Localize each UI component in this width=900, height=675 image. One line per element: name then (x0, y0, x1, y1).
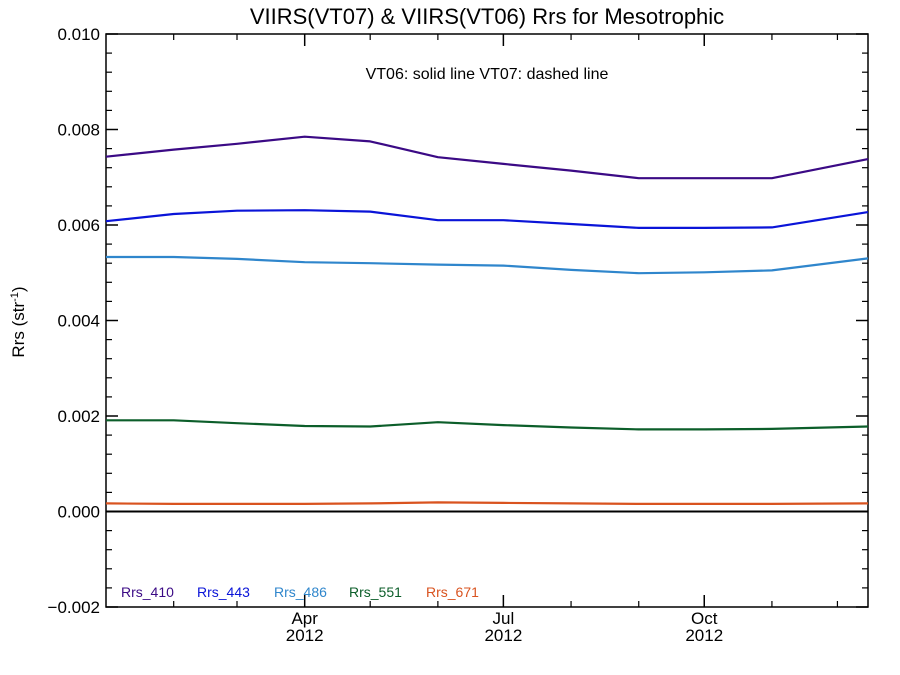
legend-entry-rrs-410: Rrs_410 (121, 584, 174, 600)
y-tick-label: 0.000 (57, 503, 100, 522)
y-axis-label-base: Rrs (str (9, 302, 28, 358)
legend-entry-rrs-551: Rrs_551 (349, 584, 402, 600)
y-axis-label-exponent: -1 (9, 292, 21, 302)
line-style-annotation: VT06: solid line VT07: dashed line (366, 66, 609, 83)
x-tick-month-label: Jul (493, 609, 515, 628)
x-tick-month-label: Oct (691, 609, 718, 628)
y-tick-label: 0.010 (57, 25, 100, 44)
plot-frame (105, 33, 869, 608)
legend: Rrs_410 Rrs_443 Rrs_486 Rrs_551 Rrs_671 (121, 584, 479, 600)
legend-entry-rrs-486: Rrs_486 (274, 584, 327, 600)
y-axis-label-close: ) (9, 286, 28, 292)
y-tick-label: 0.006 (57, 216, 100, 235)
y-tick-label: 0.004 (57, 312, 100, 331)
plot-area (105, 33, 869, 608)
series-line-rrs-486 (106, 255, 869, 275)
series-line-rrs-443 (105, 209, 869, 229)
series-line-rrs-551 (106, 419, 869, 431)
y-ticks: 0.010 0.008 0.006 0.004 0.002 0.000 −0.002 (48, 25, 868, 617)
x-tick-year-label: 2012 (286, 626, 324, 645)
legend-entry-rrs-443: Rrs_443 (197, 584, 250, 600)
y-tick-label: 0.008 (57, 121, 100, 140)
series-layer (105, 135, 869, 505)
x-tick-year-label: 2012 (685, 626, 723, 645)
y-axis-label: Rrs (str-1) (9, 286, 28, 357)
series-line-rrs-410 (105, 135, 869, 180)
y-tick-label: 0.002 (57, 407, 100, 426)
series-line-rrs-671 (105, 501, 869, 505)
x-tick-month-label: Apr (291, 609, 318, 628)
x-tick-year-label: 2012 (484, 626, 522, 645)
y-tick-label: −0.002 (48, 598, 100, 617)
chart-title: VIIRS(VT07) & VIIRS(VT06) Rrs for Mesotr… (250, 4, 724, 29)
legend-entry-rrs-671: Rrs_671 (426, 584, 479, 600)
